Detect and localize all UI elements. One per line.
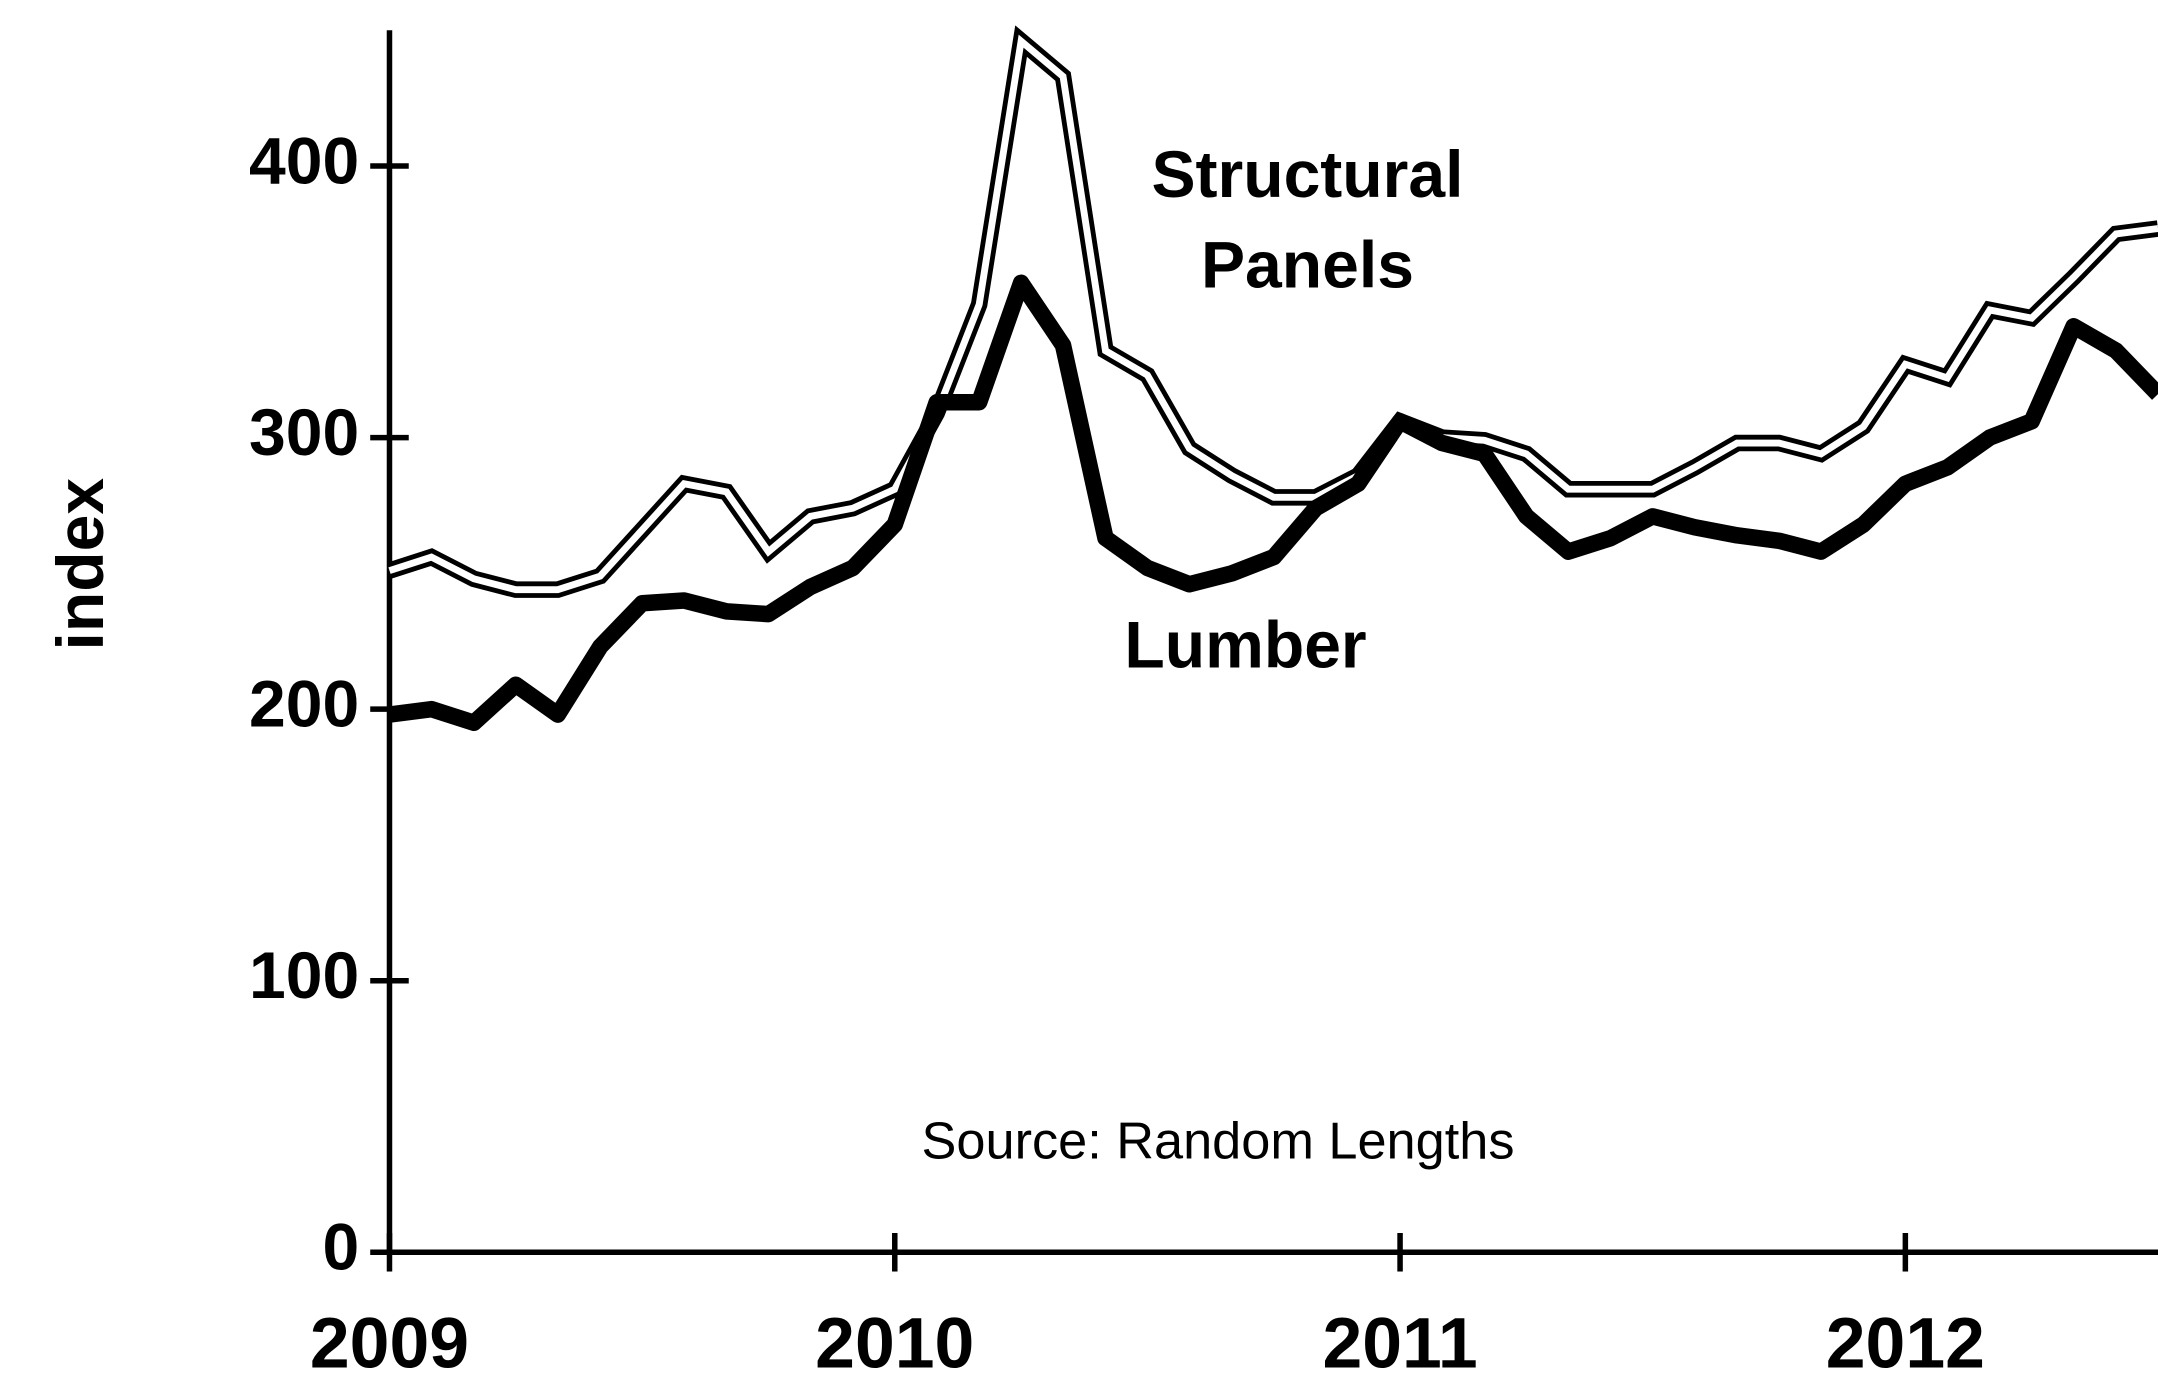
source-note: Source: Random Lengths	[922, 1113, 1515, 1171]
y-tick-label: 400	[249, 124, 359, 198]
y-tick-label: 300	[249, 395, 359, 469]
series-line-inner	[388, 34, 2158, 594]
series-label: Lumber	[1124, 609, 1367, 683]
x-tick-label: 2010	[815, 1303, 974, 1383]
y-axis-label: index	[43, 478, 117, 651]
x-tick-label: 2009	[310, 1303, 469, 1383]
series-label: Structural Panels	[1151, 138, 1464, 303]
y-tick-label: 200	[249, 667, 359, 741]
y-tick-label: 100	[249, 938, 359, 1012]
x-tick-label: 2012	[1826, 1303, 1985, 1383]
series-label-box: Lumber	[1124, 609, 1367, 683]
y-tick-label: 0	[322, 1210, 359, 1284]
x-tick-label: 2011	[1322, 1303, 1477, 1383]
series-line	[388, 274, 2158, 731]
series-label-box: Structural Panels	[1151, 138, 1464, 303]
